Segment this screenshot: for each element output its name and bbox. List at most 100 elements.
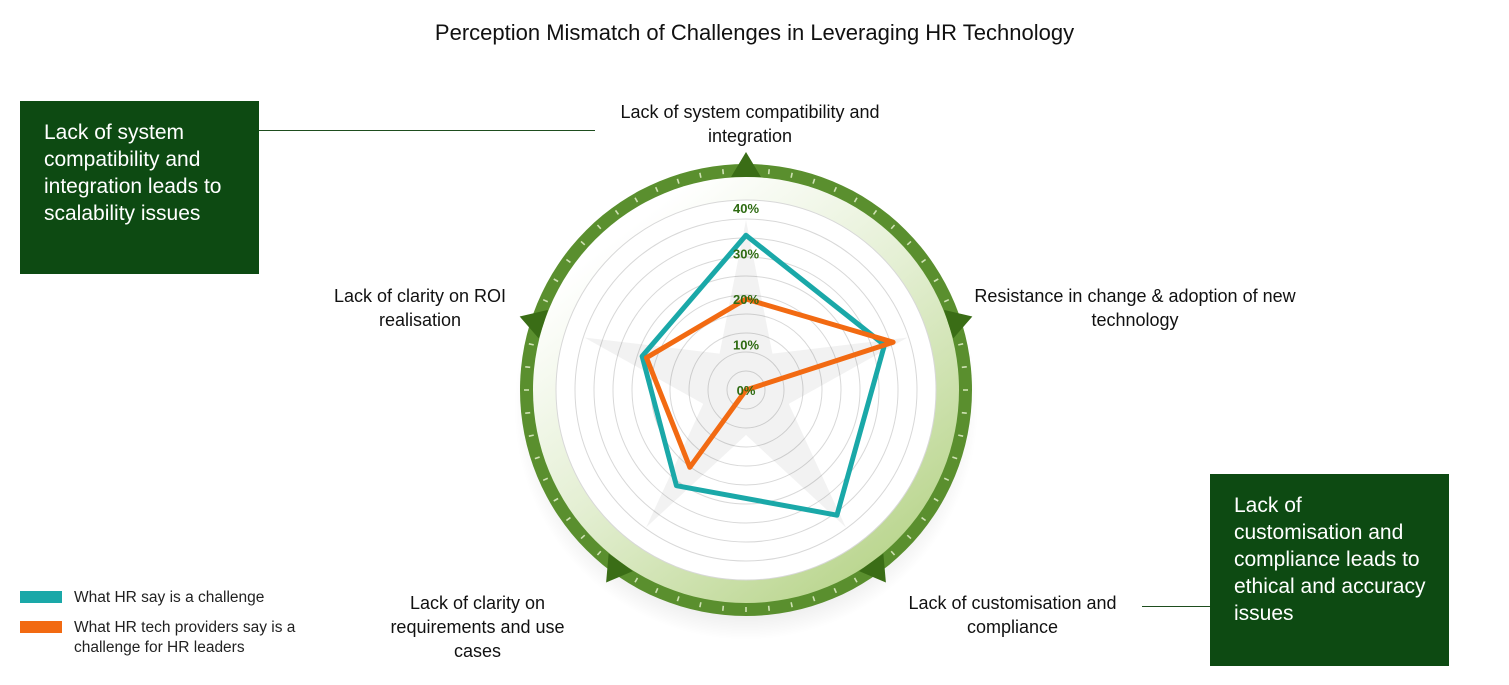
grid-ring (612, 256, 880, 524)
chart-title: Perception Mismatch of Challenges in Lev… (434, 20, 1075, 45)
ring-tick (534, 456, 540, 460)
ring-tick (943, 477, 950, 482)
data-point (891, 340, 895, 344)
ring-tick (542, 477, 549, 482)
axis-label-system-compatibility: Lack of system compatibility and integra… (620, 102, 880, 146)
ring-tick (952, 456, 958, 460)
grid-ring (631, 275, 861, 505)
data-point (835, 513, 839, 517)
ring-tick (580, 534, 586, 540)
data-point (744, 297, 748, 301)
axis-label-requirements-use-cases: Lack of clarity on requirements and use … (390, 593, 565, 661)
ring-tick (596, 224, 602, 230)
legend-label-providers: What HR tech providers say is a challeng… (74, 619, 296, 656)
legend-item-providers: What HR tech providers say is a challeng… (20, 618, 334, 658)
data-point (744, 388, 748, 392)
ring-tick (961, 411, 967, 415)
ring-tick (812, 178, 816, 184)
ring-tick (596, 550, 602, 556)
ring-tick (853, 197, 858, 203)
ring-tick (699, 172, 702, 178)
ring-tick (528, 343, 534, 346)
ring-tick (654, 587, 659, 594)
grid-ring (574, 218, 918, 562)
ring-tick (553, 497, 559, 502)
ring-tick (528, 434, 534, 437)
ring-tick (943, 298, 950, 303)
ring-tick (958, 343, 964, 346)
axis-label-roi-realisation: Lack of clarity on ROI realisation (333, 286, 507, 330)
callout-customisation: Lack of customisation and compliance lea… (1210, 474, 1449, 666)
ring-tick (812, 596, 816, 602)
ring-tick (721, 169, 725, 175)
radar-grid (555, 199, 937, 581)
tick-label: 20% (733, 292, 759, 307)
ring-tick (553, 278, 559, 283)
axis-marker (519, 309, 549, 339)
legend-swatch-providers (20, 621, 62, 633)
ring-tick (654, 186, 659, 193)
ring-tick (767, 605, 771, 611)
callout-left-connector (259, 130, 595, 131)
ring-tick (614, 209, 620, 215)
ring-tick (921, 516, 927, 522)
legend-item-hr: What HR say is a challenge (20, 588, 334, 608)
ring-tick (542, 298, 549, 303)
ring-tick (890, 224, 896, 230)
tick-label: 10% (733, 338, 759, 353)
data-point (688, 465, 692, 469)
ring-tick (906, 240, 912, 246)
ring-ticks (524, 168, 968, 612)
tick-label: 0% (737, 383, 756, 398)
tick-label: 40% (733, 201, 759, 216)
data-point (640, 354, 644, 358)
ring-tick (721, 605, 725, 611)
callout-system-compatibility: Lack of system compatibility and integra… (20, 101, 259, 274)
legend-swatch-hr (20, 591, 62, 603)
legend: What HR say is a challenge What HR tech … (20, 588, 334, 668)
axis-marker (731, 152, 761, 177)
ring-tick (833, 186, 838, 193)
axis-label-resistance-to-change: Resistance in change & adoption of new t… (974, 286, 1296, 330)
ring-tick (921, 258, 927, 264)
data-point (744, 233, 748, 237)
ring-tick (580, 240, 586, 246)
ring-tick (565, 516, 571, 522)
data-point (644, 356, 648, 360)
ring-tick (958, 434, 964, 437)
ring-tick (634, 577, 639, 583)
axis-label-customisation-compliance: Lack of customisation and compliance (908, 593, 1117, 637)
data-point (674, 484, 678, 488)
ring-tick (961, 365, 967, 369)
radar-series (639, 232, 896, 518)
ring-tick (790, 602, 793, 608)
tick-label: 30% (733, 247, 759, 262)
ring-tick (933, 278, 939, 283)
ring-tick (833, 587, 838, 594)
ring-tick (634, 197, 639, 203)
ring-tick (767, 169, 771, 175)
ring-tick (676, 596, 680, 602)
series-hr (639, 232, 887, 518)
radar-tick-labels: 0% 10% 20% 30% 40% (733, 201, 759, 398)
ring-tick (790, 172, 793, 178)
callout-right-connector (1142, 606, 1210, 607)
legend-label-hr: What HR say is a challenge (74, 589, 265, 606)
ring-tick (525, 411, 531, 415)
ring-tick (525, 365, 531, 369)
axis-marker (859, 553, 886, 583)
axis-marker (943, 309, 973, 339)
grid-ring (707, 351, 785, 429)
grid-ring (726, 370, 766, 410)
axis-marker (606, 553, 633, 583)
ring-tick (872, 209, 878, 215)
ring-tick (933, 497, 939, 502)
ring-tick (906, 534, 912, 540)
grid-star (584, 220, 908, 528)
grid-ring (688, 332, 804, 448)
ring-tick (890, 550, 896, 556)
ring-tick (565, 258, 571, 264)
grid-ring (669, 313, 823, 467)
grid-ring (555, 199, 937, 581)
